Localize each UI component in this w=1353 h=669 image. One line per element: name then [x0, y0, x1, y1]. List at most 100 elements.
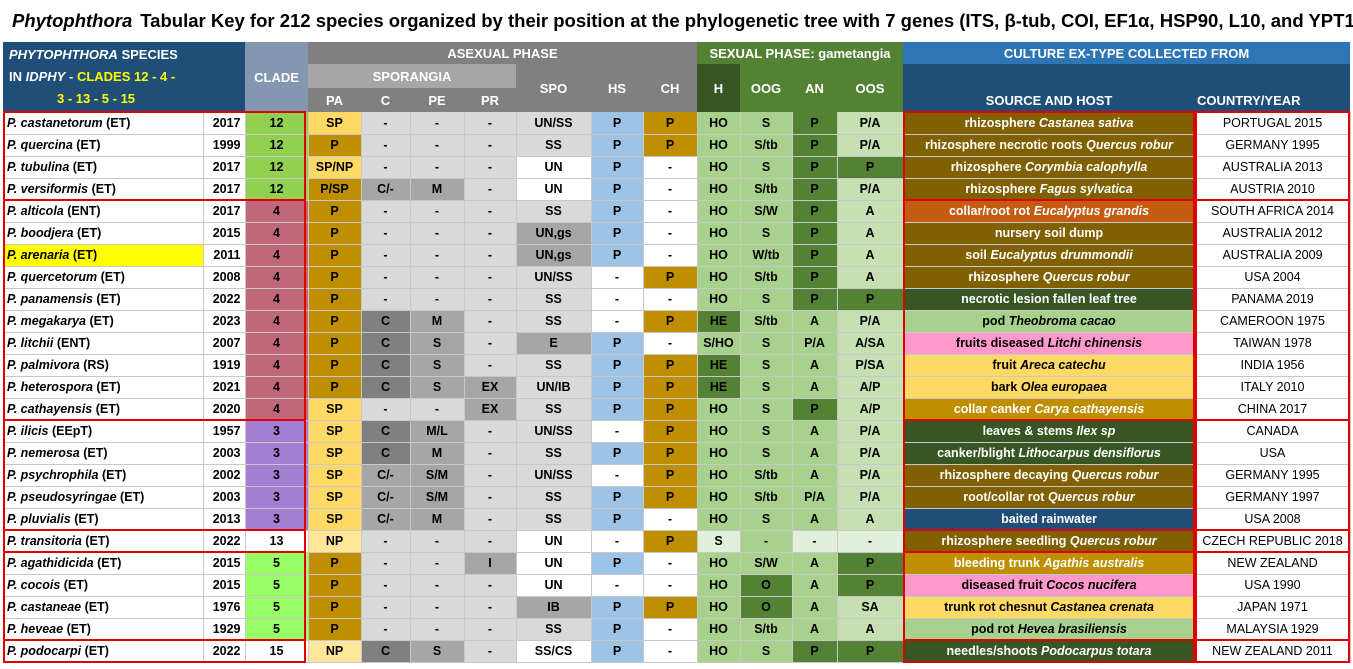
hs-cell: P — [591, 442, 644, 465]
spo-cell: UN,gs — [516, 244, 592, 267]
table-row: P. megakarya (ET) 2023 4 P C M - SS - P HE S/tb A P/A… — [3, 310, 1351, 333]
country-cell: AUSTRALIA 2012 — [1195, 222, 1351, 245]
species-name-italic: P. megakarya — [7, 314, 86, 328]
c-cell: C — [361, 332, 411, 355]
an-cell: A — [792, 442, 838, 465]
source-host: Hevea brasiliensis — [1017, 622, 1127, 636]
h-cell: HO — [697, 244, 741, 267]
year-cell: 2003 — [203, 442, 246, 465]
oog-cell: S — [740, 222, 793, 245]
source-text: canker/blight — [937, 446, 1015, 460]
c-cell: - — [361, 398, 411, 421]
source-cell: fruit Areca catechu — [903, 354, 1196, 377]
pr-cell: - — [464, 222, 517, 245]
oos-cell: P/A — [837, 310, 904, 333]
oog-cell: S/tb — [740, 486, 793, 509]
year-cell: 2002 — [203, 464, 246, 487]
source-text: fruit — [992, 358, 1017, 372]
species-name-cell: P. agathidicida (ET) — [3, 552, 204, 575]
c-cell: - — [361, 288, 411, 311]
country-cell: PORTUGAL 2015 — [1195, 112, 1351, 135]
pa-cell: P — [308, 288, 362, 311]
c-cell: - — [361, 266, 411, 289]
species-name-italic: P. cocois — [7, 578, 61, 592]
pa-cell: SP — [308, 398, 362, 421]
species-name-italic: P. agathidicida — [7, 556, 94, 570]
pr-cell: - — [464, 464, 517, 487]
species-name-cell: P. psychrophila (ET) — [3, 464, 204, 487]
source-text: collar canker — [953, 402, 1031, 416]
species-tag: (ET) — [85, 534, 110, 548]
source-header: SOURCE AND HOST — [903, 64, 1195, 112]
year-cell: 2015 — [203, 222, 246, 245]
species-name-italic: P. heterospora — [7, 380, 93, 394]
an-cell: A — [792, 574, 838, 597]
culture-header: CULTURE EX-TYPE COLLECTED FROM — [903, 42, 1350, 64]
country-cell: TAIWAN 1978 — [1195, 332, 1351, 355]
source-host: Podocarpus totara — [1041, 644, 1152, 658]
pe-cell: - — [410, 222, 465, 245]
spo-cell: SS — [516, 354, 592, 377]
pe-cell: - — [410, 288, 465, 311]
title-text: Tabular Key for 212 species organized by… — [140, 10, 1353, 31]
hs-cell: - — [591, 420, 644, 443]
species-name-cell: P. alticola (ENT) — [3, 200, 204, 223]
spo-cell: UN/SS — [516, 266, 592, 289]
ch-cell: P — [643, 134, 698, 157]
source-host: Olea europaea — [1020, 380, 1108, 394]
year-cell: 2015 — [203, 574, 246, 597]
species-tag: (ET) — [66, 622, 91, 636]
spo-cell: SS — [516, 288, 592, 311]
pr-cell: - — [464, 486, 517, 509]
pa-cell: P — [308, 574, 362, 597]
c-cell: - — [361, 200, 411, 223]
species-header-species: SPECIES — [121, 47, 178, 62]
species-header-in: IN — [9, 69, 22, 84]
clade-cell: 4 — [245, 222, 309, 245]
h-cell: HO — [697, 596, 741, 619]
pa-cell: SP — [308, 112, 362, 135]
asexual-phase-header: ASEXUAL PHASE — [308, 42, 697, 64]
country-cell: GERMANY 1995 — [1195, 464, 1351, 487]
c-cell: C — [361, 354, 411, 377]
table-row: P. castanetorum (ET) 2017 12 SP - - - UN/SS P P HO… — [3, 112, 1351, 135]
country-cell: NEW ZEALAND — [1195, 552, 1351, 575]
h-cell: HO — [697, 266, 741, 289]
clade-cell: 4 — [245, 200, 309, 223]
year-cell: 2022 — [203, 288, 246, 311]
pa-cell: P — [308, 552, 362, 575]
country-cell: GERMANY 1995 — [1195, 134, 1351, 157]
source-host: Litchi chinensis — [1047, 336, 1143, 350]
c-cell: C — [361, 420, 411, 443]
year-cell: 2003 — [203, 486, 246, 509]
source-text: pod — [982, 314, 1006, 328]
clade-cell: 4 — [245, 398, 309, 421]
spo-cell: SS — [516, 134, 592, 157]
ch-header: CH — [643, 64, 697, 112]
oos-cell: A — [837, 244, 904, 267]
an-cell: P — [792, 200, 838, 223]
country-cell: INDIA 1956 — [1195, 354, 1351, 377]
an-cell: A — [792, 420, 838, 443]
pr-cell: - — [464, 178, 517, 201]
ch-cell: - — [643, 640, 698, 663]
species-name-italic: P. litchii — [7, 336, 54, 350]
oos-cell: A/P — [837, 398, 904, 421]
species-tag: (ET) — [91, 182, 116, 196]
species-name-italic: P. castaneae — [7, 600, 82, 614]
year-cell: 2017 — [203, 178, 246, 201]
an-cell: P — [792, 112, 838, 135]
h-cell: HO — [697, 156, 741, 179]
pe-cell: - — [410, 134, 465, 157]
table-row: P. cathayensis (ET) 2020 4 SP - - EX SS P P HO S P A/… — [3, 398, 1351, 421]
hs-cell: P — [591, 354, 644, 377]
species-tag: (ET) — [96, 292, 121, 306]
pe-cell: - — [410, 552, 465, 575]
pr-cell: I — [464, 552, 517, 575]
pe-cell: S — [410, 640, 465, 663]
an-cell: A — [792, 508, 838, 531]
pr-cell: - — [464, 530, 517, 553]
hs-cell: P — [591, 486, 644, 509]
pe-cell: - — [410, 156, 465, 179]
